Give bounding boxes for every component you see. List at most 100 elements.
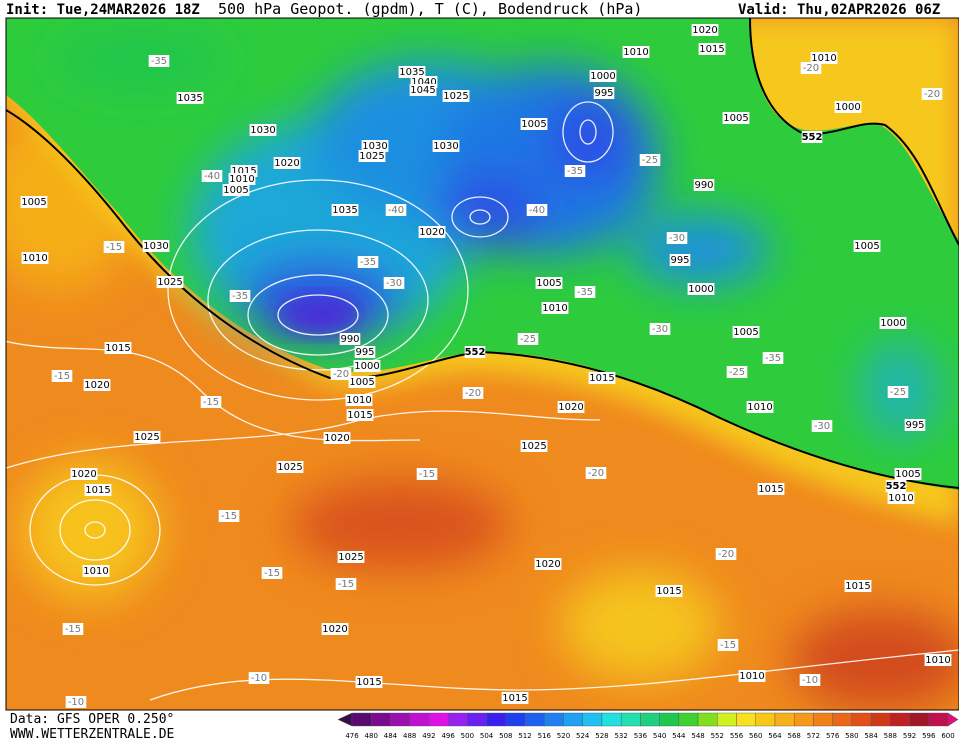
colorbar-label: 492 bbox=[422, 732, 435, 740]
isobar-label-box bbox=[228, 173, 256, 185]
site: WWW.WETTERZENTRALE.DE bbox=[10, 727, 174, 741]
isobar-label-box bbox=[557, 401, 585, 413]
temperature-label-box bbox=[800, 62, 822, 74]
colorbar-label: 512 bbox=[518, 732, 531, 740]
temperature-label: -10 bbox=[251, 673, 267, 684]
isobar-label-box bbox=[156, 276, 184, 288]
colorbar-swatch bbox=[640, 712, 660, 727]
isobar-label: 1020 bbox=[558, 402, 583, 413]
colorbar-label: 600 bbox=[941, 732, 954, 740]
isobar-label: 1035 bbox=[177, 93, 202, 104]
temperature-label-box bbox=[564, 165, 586, 177]
temperature-label: -20 bbox=[803, 63, 819, 74]
contour-552 bbox=[6, 109, 959, 489]
temperature-label: -20 bbox=[465, 388, 481, 399]
isobar-label-box bbox=[346, 409, 374, 421]
isobar-label-box bbox=[321, 623, 349, 635]
colorbar-swatch bbox=[390, 712, 410, 727]
temperature-label-box bbox=[585, 467, 607, 479]
colorbar-label: 484 bbox=[384, 732, 398, 740]
colorbar-label: 504 bbox=[480, 732, 494, 740]
colorbar-swatch bbox=[505, 712, 526, 727]
isobar-label: 1035 bbox=[399, 67, 424, 78]
isobar-label-box bbox=[20, 196, 48, 208]
temperature-label-box bbox=[574, 286, 596, 298]
isobar-label: 1015 bbox=[85, 485, 110, 496]
isobar-label-box bbox=[133, 431, 161, 443]
isobar-label-box bbox=[276, 461, 304, 473]
isobar-label-box bbox=[398, 66, 426, 78]
temperature-label: -35 bbox=[232, 291, 248, 302]
isobar-label: 1025 bbox=[338, 552, 363, 563]
colorbar-swatch bbox=[697, 712, 718, 727]
temperature-label: -15 bbox=[106, 242, 122, 253]
isobar-label: 1000 bbox=[354, 361, 379, 372]
colorbar-label: 500 bbox=[461, 732, 474, 740]
isobar-label-box bbox=[82, 565, 110, 577]
isobar-label: 1010 bbox=[22, 253, 47, 264]
temperature-label: -15 bbox=[338, 579, 354, 590]
isobar-label-box bbox=[535, 277, 563, 289]
isobar-label: 1005 bbox=[21, 197, 46, 208]
isobar-label: 1030 bbox=[250, 125, 275, 136]
isobar-label: 1015 bbox=[656, 586, 681, 597]
isobar-label: 1020 bbox=[84, 380, 109, 391]
temperature-label-box bbox=[218, 510, 240, 522]
isobar-label-box bbox=[520, 118, 548, 130]
isobar-label: 1010 bbox=[623, 47, 648, 58]
isobar-label: 1015 bbox=[845, 581, 870, 592]
colorbar-label: 476 bbox=[345, 732, 359, 740]
isobar-label-box bbox=[844, 580, 872, 592]
map-labels: 1020101510101010103510401045102510009951… bbox=[20, 24, 952, 708]
colorbar-swatch bbox=[717, 712, 737, 727]
isobar-label-box bbox=[894, 468, 922, 480]
temperature-label-box bbox=[811, 420, 833, 432]
isobar-label: 1015 bbox=[589, 373, 614, 384]
colorbar-label: 592 bbox=[903, 732, 916, 740]
colorbar-label: 488 bbox=[403, 732, 416, 740]
colorbar-label: 552 bbox=[711, 732, 724, 740]
temperature-label: -25 bbox=[890, 387, 906, 398]
temperature-label-box bbox=[62, 623, 84, 635]
valid-time: Valid: Thu,02APR2026 06Z bbox=[738, 2, 940, 18]
colorbar-label: 508 bbox=[499, 732, 512, 740]
temperature-label: -40 bbox=[388, 205, 404, 216]
isobar-label: 995 bbox=[355, 347, 374, 358]
temperature-label: -15 bbox=[720, 640, 736, 651]
colorbar-swatch bbox=[486, 712, 507, 727]
colorbar-swatch bbox=[524, 712, 545, 727]
isobar-label: 1015 bbox=[347, 410, 372, 421]
isobar-label-box bbox=[698, 43, 726, 55]
colorbar-label: 572 bbox=[807, 732, 820, 740]
colorbar-swatch bbox=[870, 712, 891, 727]
isobar-label-box bbox=[355, 676, 383, 688]
temperature-label: -35 bbox=[151, 56, 167, 67]
isobar-label: 995 bbox=[670, 255, 689, 266]
temperature-label-box bbox=[462, 387, 484, 399]
isobar-label-box bbox=[834, 101, 862, 113]
isobar-label-box bbox=[738, 670, 766, 682]
temperature-label-box bbox=[921, 88, 943, 100]
isobar-label: 1020 bbox=[324, 433, 349, 444]
geopotential-label-box bbox=[801, 131, 823, 143]
colorbar-label: 524 bbox=[576, 732, 590, 740]
isobar-label-box bbox=[722, 112, 750, 124]
geopotential-label: 552 bbox=[465, 347, 486, 358]
colorbar-swatch bbox=[620, 712, 641, 727]
temperature-label-box bbox=[649, 323, 671, 335]
temperature-label: -15 bbox=[221, 511, 237, 522]
colorbar-swatch bbox=[428, 712, 449, 727]
temperature-label: -35 bbox=[765, 353, 781, 364]
isobar-label: 1010 bbox=[83, 566, 108, 577]
temperature-label-box bbox=[383, 277, 405, 289]
temperature-label-box bbox=[200, 396, 222, 408]
colorbar-label: 556 bbox=[730, 732, 744, 740]
temperature-label-box bbox=[335, 578, 357, 590]
isobar-label-box bbox=[348, 376, 376, 388]
isobar-label-box bbox=[589, 70, 617, 82]
colorbar-swatch bbox=[813, 712, 833, 727]
temperature-label-box bbox=[416, 468, 438, 480]
temperature-label-box bbox=[799, 674, 821, 686]
isobar-label: 1020 bbox=[322, 624, 347, 635]
isobar-label-box bbox=[358, 150, 386, 162]
